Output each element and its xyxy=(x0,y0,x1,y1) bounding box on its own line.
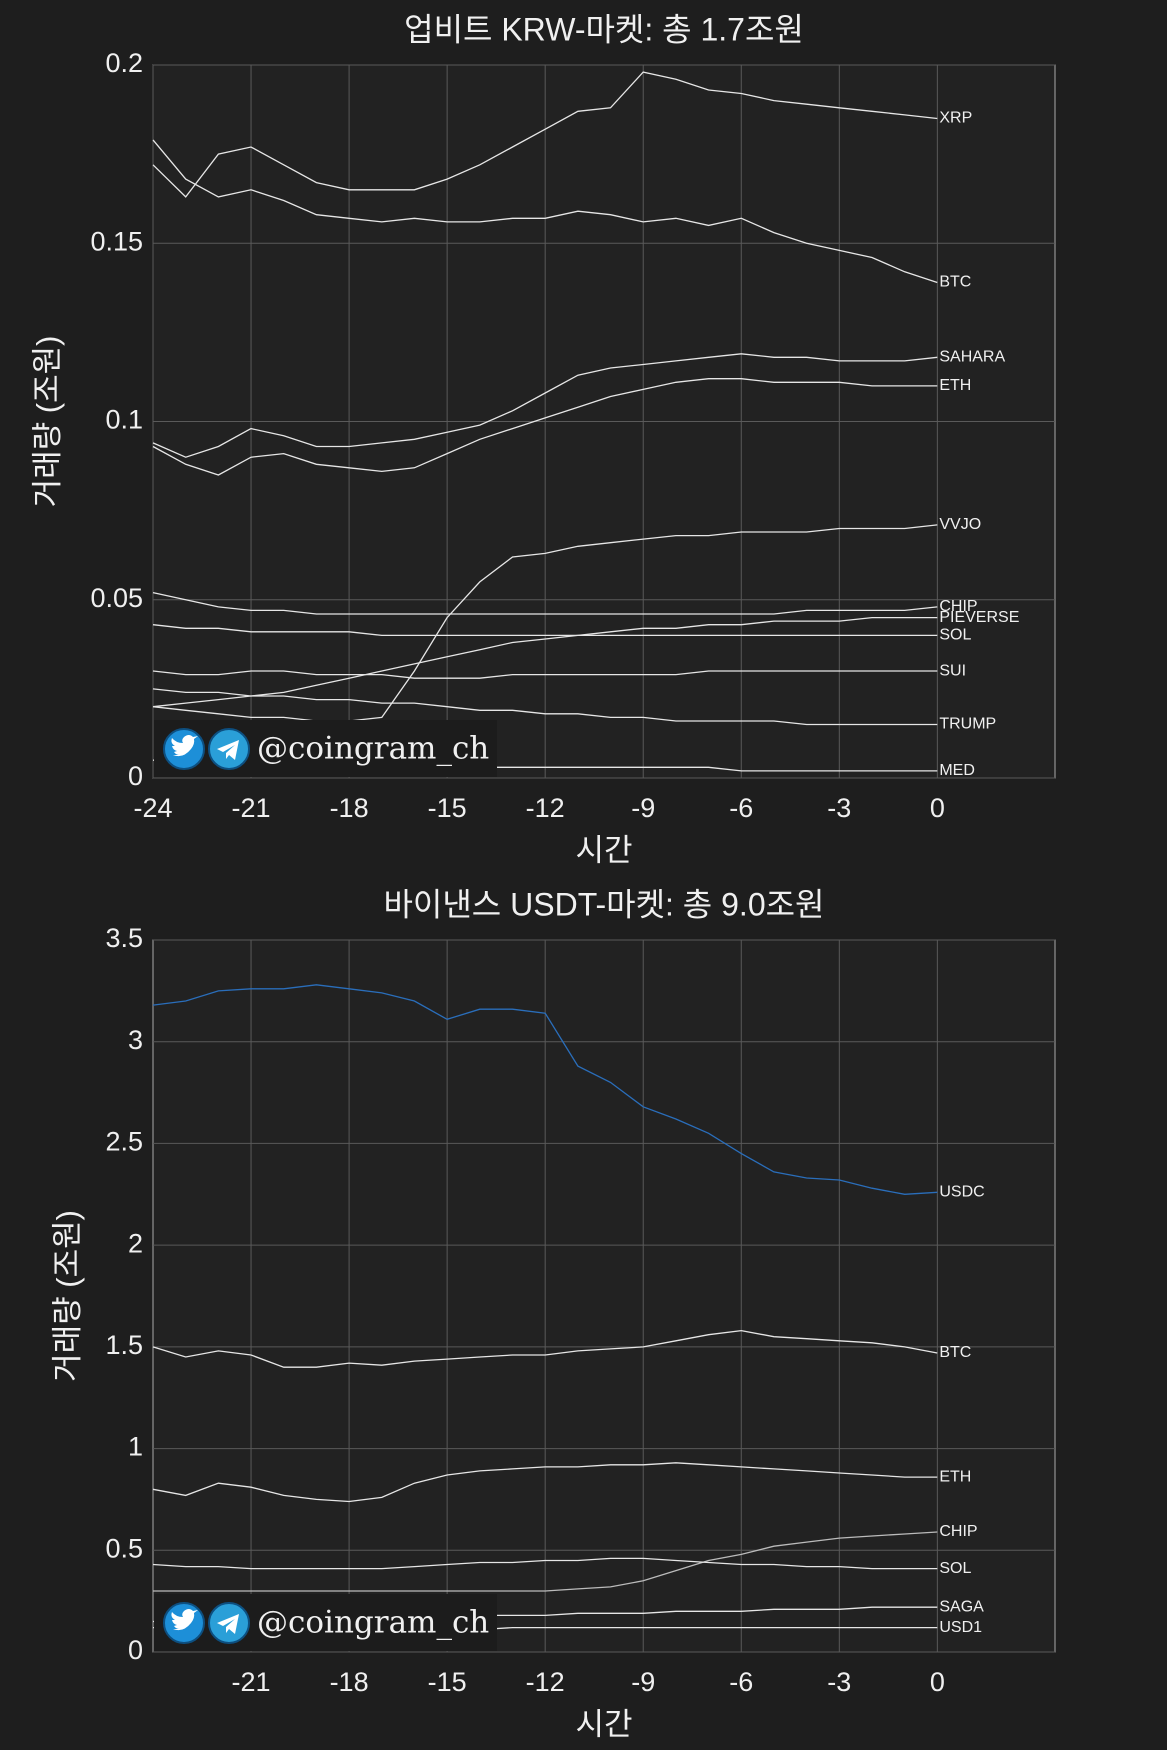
telegram-icon xyxy=(208,1602,250,1644)
telegram-icon xyxy=(208,728,250,770)
chart-title: 업비트 KRW-마켓: 총 1.7조원 xyxy=(404,11,804,47)
series-label: SUI xyxy=(939,662,966,679)
series-label: CHIP xyxy=(939,598,977,615)
telegram-plane xyxy=(217,1614,239,1634)
watermark: @coingram_ch xyxy=(257,731,489,767)
series-label: BTC xyxy=(939,274,971,291)
series-line xyxy=(152,1329,938,1368)
y-tick-label: 1 xyxy=(128,1432,143,1462)
x-tick-label: -12 xyxy=(526,793,565,823)
y-tick-label: 3 xyxy=(128,1025,143,1055)
x-tick-label: -21 xyxy=(232,1667,271,1697)
series-line xyxy=(152,616,938,708)
series-label: ETH xyxy=(939,377,971,394)
x-tick-label: 0 xyxy=(930,1667,945,1697)
y-tick-label: 0.05 xyxy=(90,583,143,613)
x-tick-label: -24 xyxy=(133,793,172,823)
x-tick-label: -15 xyxy=(428,793,467,823)
y-tick-label: 0 xyxy=(128,1635,143,1665)
watermark: @coingram_ch xyxy=(257,1605,489,1641)
series-label: USDC xyxy=(939,1183,984,1200)
series-line xyxy=(152,1557,938,1570)
x-tick-label: -18 xyxy=(330,793,369,823)
telegram-plane xyxy=(217,740,239,760)
y-tick-label: 0.15 xyxy=(90,226,143,256)
twitter-bird xyxy=(171,1609,198,1631)
x-tick-label: -3 xyxy=(827,1667,851,1697)
x-tick-label: -21 xyxy=(232,793,271,823)
series-label: SAGA xyxy=(939,1598,984,1615)
series-line xyxy=(153,1531,938,1592)
y-tick-label: 0 xyxy=(128,761,143,791)
y-tick-label: 3.5 xyxy=(105,923,143,953)
x-axis-label: 시간 xyxy=(575,1707,632,1742)
series-label: TRUMP xyxy=(939,716,996,733)
series-label: SAHARA xyxy=(939,349,1005,366)
x-tick-label: -6 xyxy=(729,793,753,823)
x-tick-label: -6 xyxy=(729,1667,753,1697)
series-label: CHIP xyxy=(939,1523,977,1540)
series-line xyxy=(152,591,938,615)
series-line xyxy=(152,139,938,284)
series-line xyxy=(152,624,938,637)
y-tick-label: 2 xyxy=(128,1228,143,1258)
x-tick-label: 0 xyxy=(930,793,945,823)
series-label: BTC xyxy=(939,1344,971,1361)
twitter-bird xyxy=(171,735,198,757)
x-tick-label: -12 xyxy=(526,1667,565,1697)
series-line xyxy=(152,71,938,198)
series-line xyxy=(152,1462,938,1503)
series-label: USD1 xyxy=(939,1619,982,1636)
series-line xyxy=(152,984,938,1195)
x-tick-label: -18 xyxy=(330,1667,369,1697)
series-label: SOL xyxy=(939,1560,971,1577)
x-tick-label: -3 xyxy=(827,793,851,823)
y-axis-label: 거래량 (조원) xyxy=(30,336,65,508)
series-label: ETH xyxy=(939,1468,971,1485)
y-tick-label: 0.2 xyxy=(105,48,143,78)
plot-area xyxy=(152,939,1056,1653)
x-tick-label: -9 xyxy=(631,1667,655,1697)
chart-title: 바이낸스 USDT-마켓: 총 9.0조원 xyxy=(383,886,824,922)
series-line xyxy=(152,378,938,476)
series-label: XRP xyxy=(939,110,972,127)
y-tick-label: 2.5 xyxy=(105,1127,143,1157)
series-label: VVJO xyxy=(939,516,981,533)
series-line xyxy=(152,524,938,722)
y-axis-label: 거래량 (조원) xyxy=(50,1210,85,1382)
series-line xyxy=(152,688,938,726)
series-line xyxy=(152,670,938,679)
y-tick-label: 0.5 xyxy=(105,1533,143,1563)
series-label: SOL xyxy=(939,627,971,644)
series-line xyxy=(152,353,938,458)
x-axis-label: 시간 xyxy=(575,833,632,868)
y-tick-label: 0.1 xyxy=(105,405,143,435)
y-tick-label: 1.5 xyxy=(105,1330,143,1360)
x-tick-label: -9 xyxy=(631,793,655,823)
series-label: MED xyxy=(939,762,975,779)
series-label: PIEVERSE xyxy=(939,609,1019,626)
x-tick-label: -15 xyxy=(428,1667,467,1697)
